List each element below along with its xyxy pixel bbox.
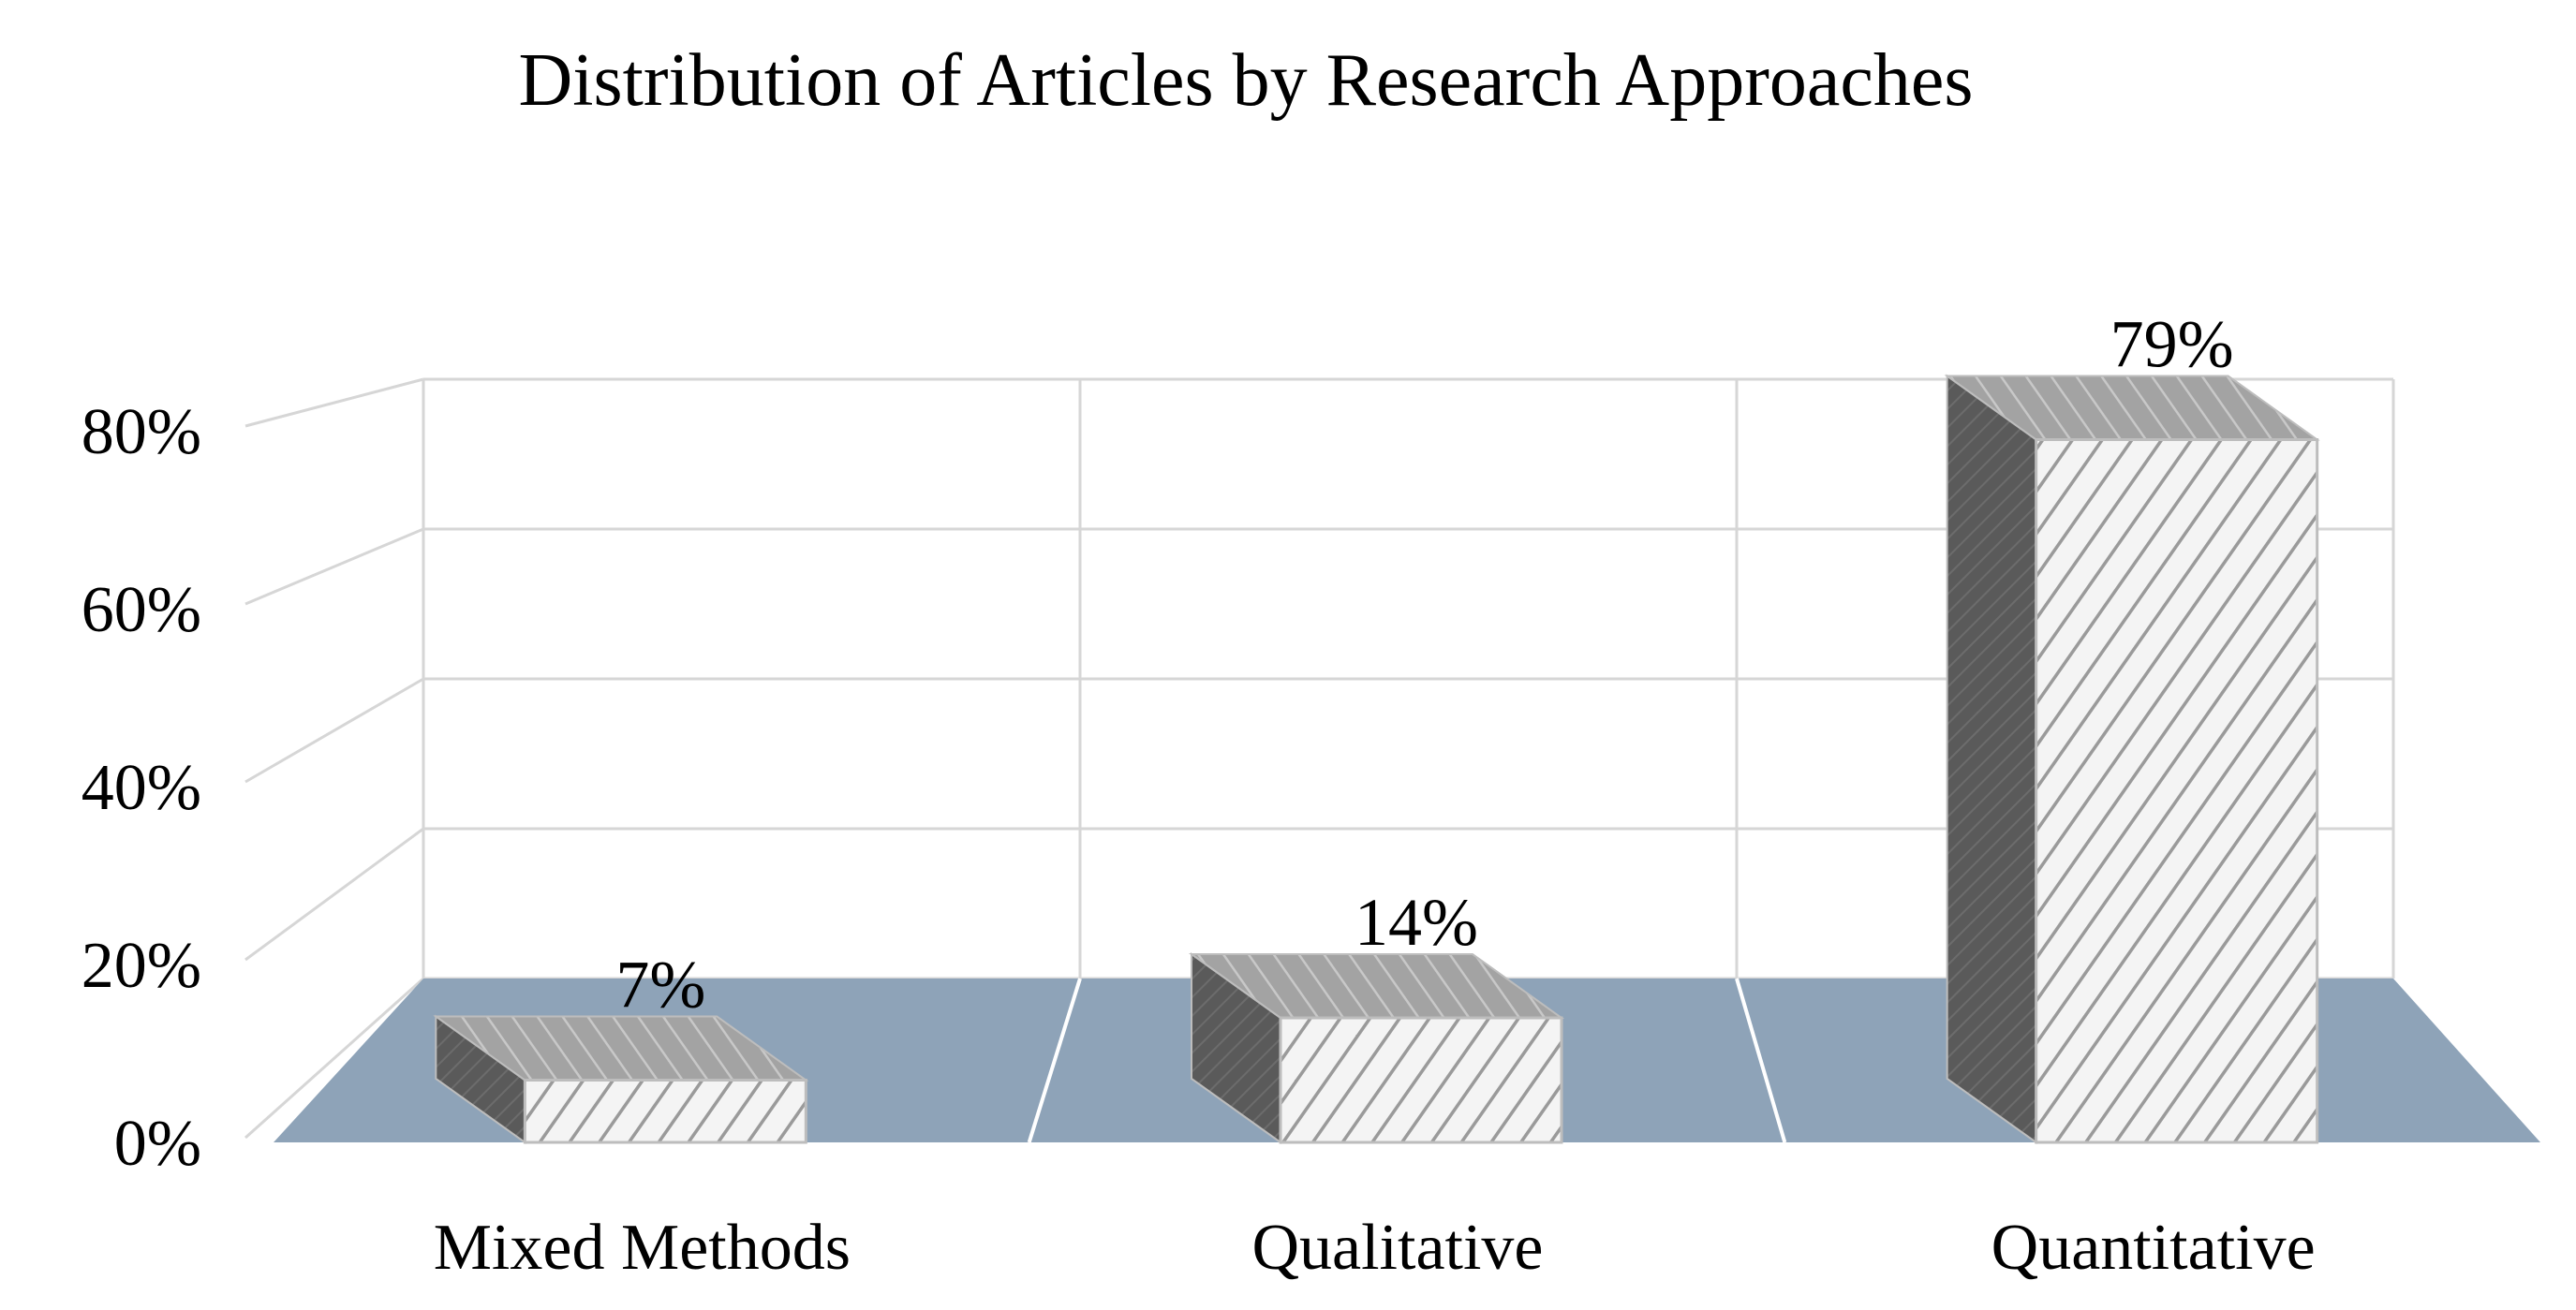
floor-divider-1 xyxy=(1735,978,1787,1143)
bar-front-0 xyxy=(523,1079,807,1144)
gridline-side-1 xyxy=(244,827,424,962)
x-category-label-1: Qualitative xyxy=(1251,1212,1543,1284)
data-label-1: 14% xyxy=(1355,885,1478,960)
bar-2 xyxy=(1944,374,2320,1144)
bar-0 xyxy=(433,1014,809,1144)
bar-front-1 xyxy=(1279,1016,1563,1144)
bars xyxy=(433,374,2320,1144)
gridline-side-3 xyxy=(244,527,424,606)
y-tick-label-3: 60% xyxy=(81,574,201,646)
y-tick-label-2: 40% xyxy=(81,752,201,824)
floor-divider-0 xyxy=(1027,978,1082,1143)
gridline-side-2 xyxy=(244,677,424,784)
x-category-label-0: Mixed Methods xyxy=(434,1212,851,1284)
gridline-side-0 xyxy=(244,977,425,1140)
bar-1 xyxy=(1188,952,1565,1144)
x-category-label-2: Quantitative xyxy=(1991,1212,2316,1284)
bar-front-2 xyxy=(2035,438,2319,1144)
data-label-0: 7% xyxy=(615,948,705,1023)
bar-side-2 xyxy=(1946,374,2037,1144)
x-axis-categories: Mixed Methods Qualitative Quantitative xyxy=(434,1212,2316,1284)
data-labels: 7% 14% 79% xyxy=(615,307,2233,1023)
y-tick-label-0: 0% xyxy=(114,1108,201,1180)
data-label-2: 79% xyxy=(2110,307,2234,382)
gridline-side-4 xyxy=(244,377,424,428)
grid xyxy=(244,377,2395,1140)
y-tick-label-4: 80% xyxy=(81,396,201,468)
chart-title: Distribution of Articles by Research App… xyxy=(519,39,1974,122)
y-axis-ticks: 0% 20% 40% 60% 80% xyxy=(81,396,201,1180)
y-tick-label-1: 20% xyxy=(81,930,201,1002)
